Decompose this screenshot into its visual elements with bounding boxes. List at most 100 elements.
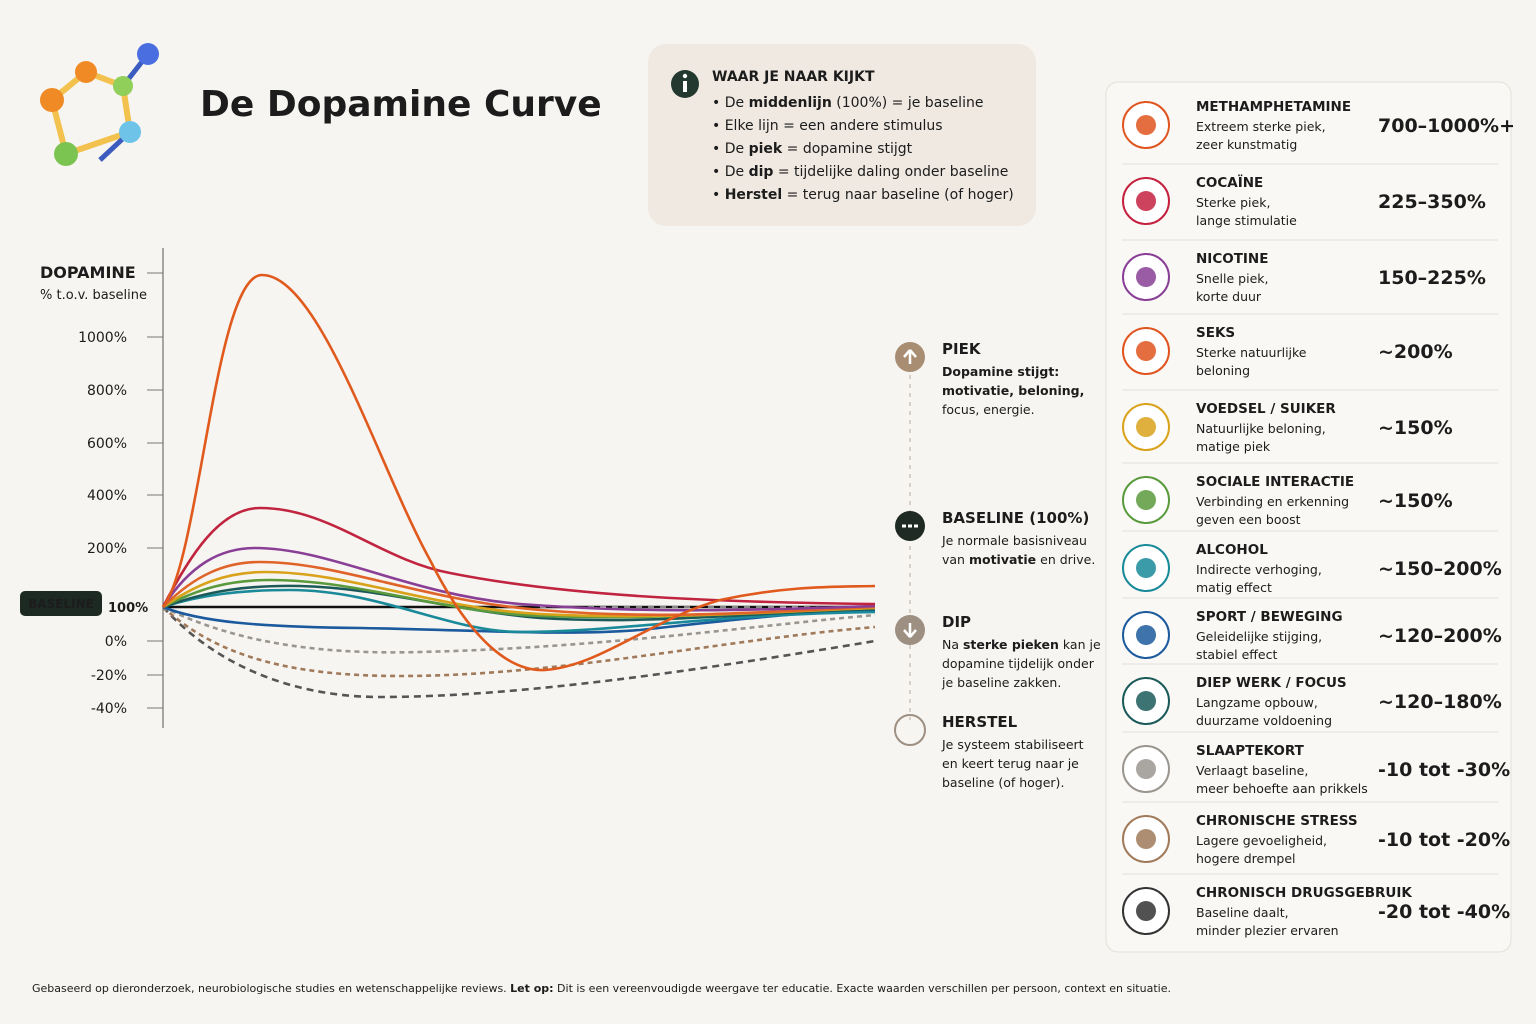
text-segment: • De bbox=[712, 95, 749, 111]
text-segment: motivatie bbox=[969, 552, 1036, 567]
legend-icon-glyph bbox=[1136, 901, 1156, 921]
text-segment: • Elke lijn = een andere stimulus bbox=[712, 118, 943, 134]
text-segment: = dopamine stijgt bbox=[782, 141, 912, 157]
legend-icon-glyph bbox=[1136, 191, 1156, 211]
legend-icon-glyph bbox=[1136, 829, 1156, 849]
phase-text: focus, energie. bbox=[942, 402, 1035, 417]
phase-text: Je normale basisniveau bbox=[941, 533, 1087, 548]
legend-desc: duurzame voldoening bbox=[1196, 713, 1332, 728]
legend-desc: beloning bbox=[1196, 363, 1250, 378]
legend-desc: matige piek bbox=[1196, 439, 1271, 454]
legend-range: 700–1000%+ bbox=[1378, 115, 1515, 137]
legend-name: DIEP WERK / FOCUS bbox=[1196, 675, 1347, 691]
text-segment: (100%) = je baseline bbox=[832, 95, 984, 111]
legend-name: SEKS bbox=[1196, 325, 1235, 341]
legend-desc: matig effect bbox=[1196, 580, 1272, 595]
legend-name: VOEDSEL / SUIKER bbox=[1196, 401, 1336, 417]
legend-desc: Sterke piek, bbox=[1196, 195, 1270, 210]
legend-name: SLAAPTEKORT bbox=[1196, 743, 1305, 759]
y-tick-label: 0% bbox=[105, 634, 127, 650]
info-icon-dot bbox=[682, 73, 688, 79]
baseline-tick-label: 100% bbox=[108, 601, 148, 616]
legend-range: ~150–200% bbox=[1378, 558, 1502, 580]
text-segment: • De bbox=[712, 164, 749, 180]
legend-name: SOCIALE INTERACTIE bbox=[1196, 474, 1354, 490]
curve bbox=[162, 605, 876, 654]
phase-title: HERSTEL bbox=[942, 713, 1018, 731]
text-segment: Je systeem stabiliseert bbox=[941, 737, 1084, 752]
y-tick-label: -20% bbox=[91, 668, 127, 684]
phase-glyph bbox=[903, 349, 917, 364]
baseline-badge bbox=[20, 591, 102, 616]
phase-icon bbox=[894, 714, 926, 746]
info-item: • Herstel = terug naar baseline (of hoge… bbox=[712, 187, 1014, 203]
phase-text: je baseline zakken. bbox=[941, 675, 1061, 690]
legend-desc: geven een boost bbox=[1196, 512, 1301, 527]
info-item: • De middenlijn (100%) = je baseline bbox=[712, 95, 983, 111]
text-segment: dip bbox=[749, 164, 774, 180]
phase-text: dopamine tijdelijk onder bbox=[942, 656, 1095, 671]
text-segment: Dit is een vereenvoudigde weergave ter e… bbox=[554, 982, 1171, 995]
text-segment: baseline (of hoger). bbox=[942, 775, 1064, 790]
text-segment: motivatie, beloning, bbox=[942, 383, 1084, 398]
text-segment: van bbox=[942, 552, 969, 567]
legend-desc: Baseline daalt, bbox=[1196, 905, 1289, 920]
legend-range: 150–225% bbox=[1378, 267, 1486, 289]
legend-desc: zeer kunstmatig bbox=[1196, 137, 1297, 152]
axis-subtitle: % t.o.v. baseline bbox=[40, 288, 147, 303]
info-icon-glyph bbox=[683, 81, 687, 92]
phase-title: DIP bbox=[942, 613, 971, 631]
legend-icon-glyph bbox=[1136, 341, 1156, 361]
legend-desc: minder plezier ervaren bbox=[1196, 923, 1339, 938]
legend-panel bbox=[1105, 81, 1512, 953]
curve bbox=[162, 560, 876, 617]
legend-range: ~150% bbox=[1378, 490, 1453, 512]
legend-icon-glyph bbox=[1136, 759, 1156, 779]
text-segment: Dopamine stijgt: bbox=[942, 364, 1059, 379]
legend-icon-glyph bbox=[1136, 625, 1156, 645]
legend-desc: Langzame opbouw, bbox=[1196, 695, 1318, 710]
legend-desc: Indirecte verhoging, bbox=[1196, 562, 1322, 577]
text-segment: Let op: bbox=[510, 982, 553, 995]
text-segment: = tijdelijke daling onder baseline bbox=[773, 164, 1008, 180]
phase-text: van motivatie en drive. bbox=[942, 552, 1095, 567]
legend-desc: meer behoefte aan prikkels bbox=[1196, 781, 1368, 796]
y-tick-label: -40% bbox=[91, 701, 127, 717]
legend-desc: Sterke natuurlijke bbox=[1196, 345, 1307, 360]
footer: Gebaseerd op dieronderzoek, neurobiologi… bbox=[32, 982, 1171, 995]
curve bbox=[161, 273, 876, 672]
page-title: De Dopamine Curve bbox=[200, 84, 602, 125]
phase-title: PIEK bbox=[942, 340, 982, 358]
legend-name: CHRONISCHE STRESS bbox=[1196, 813, 1358, 829]
text-segment: en keert terug naar je bbox=[942, 756, 1079, 771]
text-segment: dopamine tijdelijk onder bbox=[942, 656, 1095, 671]
curve bbox=[161, 546, 876, 612]
legend-name: CHRONISCH DRUGSGEBRUIK bbox=[1196, 885, 1412, 901]
text-segment: • bbox=[712, 187, 725, 203]
legend-icon-glyph bbox=[1136, 115, 1156, 135]
legend-desc: Extreem sterke piek, bbox=[1196, 119, 1326, 134]
legend-range: -10 tot -20% bbox=[1378, 829, 1510, 851]
axis-title: DOPAMINE bbox=[40, 263, 136, 282]
legend-desc: Snelle piek, bbox=[1196, 271, 1268, 286]
logo bbox=[40, 43, 159, 166]
phase-text: Je systeem stabiliseert bbox=[941, 737, 1084, 752]
legend-range: -20 tot -40% bbox=[1378, 901, 1510, 923]
info-item: • De dip = tijdelijke daling onder basel… bbox=[712, 164, 1008, 180]
info-item: • De piek = dopamine stijgt bbox=[712, 141, 913, 157]
chart bbox=[20, 248, 876, 728]
legend-name: NICOTINE bbox=[1196, 251, 1268, 267]
legend-range: 225–350% bbox=[1378, 191, 1486, 213]
legend-desc: korte duur bbox=[1196, 289, 1262, 304]
legend-name: ALCOHOL bbox=[1196, 542, 1268, 558]
legend-range: ~150% bbox=[1378, 417, 1453, 439]
phase-text: motivatie, beloning, bbox=[942, 383, 1084, 398]
phase-glyph bbox=[903, 623, 917, 638]
legend-desc: stabiel effect bbox=[1196, 647, 1277, 662]
text-segment: • De bbox=[712, 141, 749, 157]
info-box bbox=[648, 44, 1036, 226]
legend-desc: Lagere gevoeligheid, bbox=[1196, 833, 1327, 848]
legend-name: METHAMPHETAMINE bbox=[1196, 99, 1351, 115]
legend-desc: lange stimulatie bbox=[1196, 213, 1297, 228]
